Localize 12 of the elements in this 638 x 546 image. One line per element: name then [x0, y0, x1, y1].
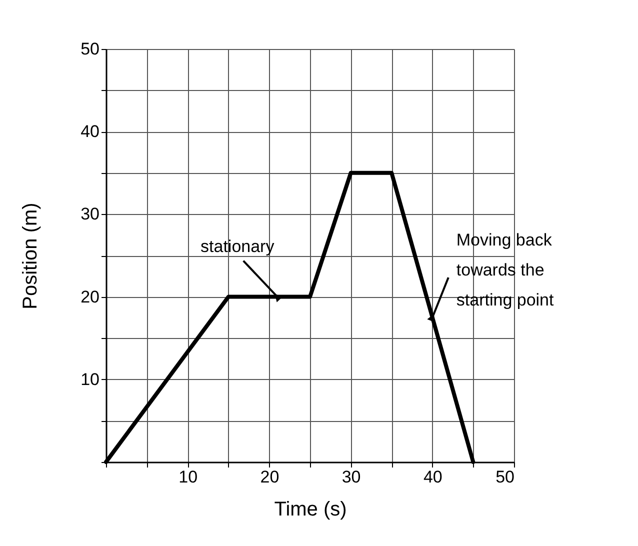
- x-tick-label: 30: [342, 468, 361, 486]
- x-axis-title: Time (s): [274, 498, 347, 520]
- y-tick-label: 40: [80, 122, 100, 142]
- y-tick-label: 50: [80, 40, 100, 58]
- y-tick-label: 10: [80, 370, 100, 389]
- y-tick-label: 30: [80, 204, 100, 224]
- x-tick-label: 40: [423, 468, 442, 486]
- x-tick-label: 50: [496, 468, 514, 486]
- x-tick-label: 10: [178, 468, 198, 486]
- y-axis-title: Position (m): [20, 202, 42, 310]
- x-tick-label: 20: [260, 468, 280, 486]
- y-tick-label: 20: [80, 287, 100, 306]
